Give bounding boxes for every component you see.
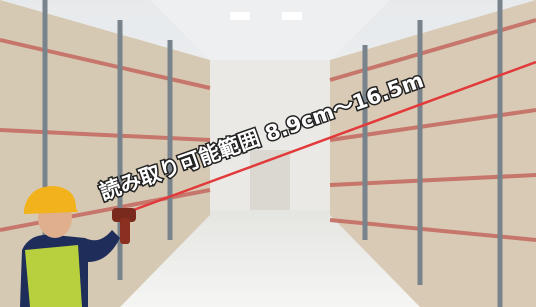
page: 読み取り可能範囲 8.9cm～16.5m (() => { const data… <box>0 0 536 307</box>
warehouse-photo: 読み取り可能範囲 8.9cm～16.5m <box>0 0 536 307</box>
